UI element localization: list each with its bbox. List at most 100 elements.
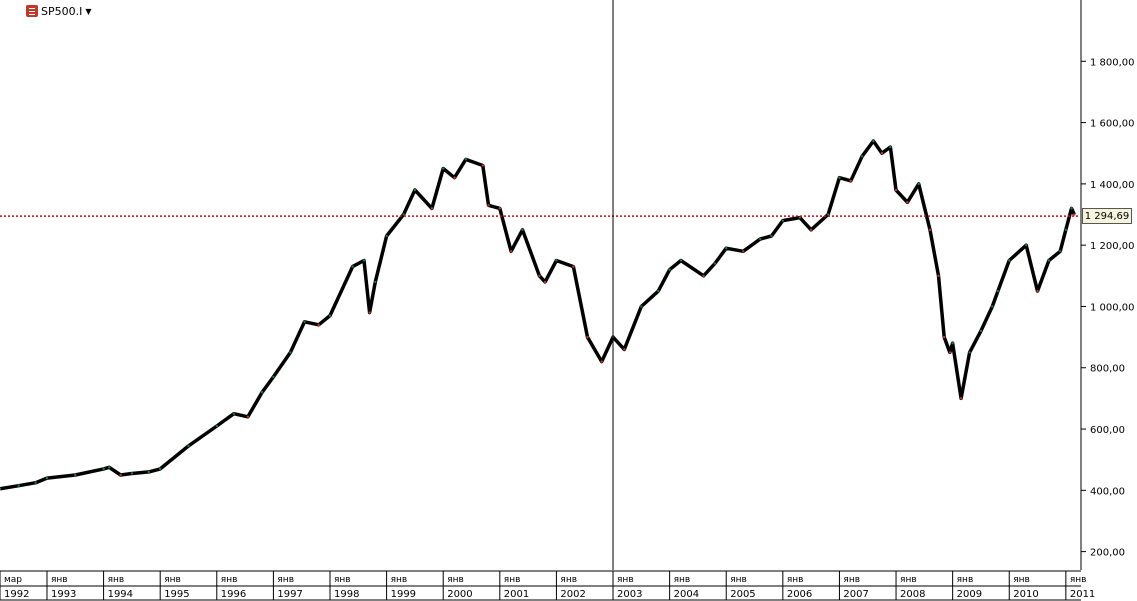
price-point [17,484,20,487]
x-year-label: 1999 [391,589,416,600]
price-point [543,280,547,284]
price-point [215,424,218,428]
y-tick-label: 1 400,00 [1090,180,1135,191]
price-point [586,335,589,339]
x-month-label: янв [787,575,804,585]
price-point [272,375,275,379]
caret-down-icon[interactable]: ▼ [85,6,92,16]
price-point [948,351,952,354]
price-point [713,262,717,265]
price-point [951,342,954,345]
price-point [758,237,762,241]
y-tick-label: 600,00 [1090,425,1125,436]
price-point [34,481,37,484]
price-point [246,415,250,418]
x-year-label: 2011 [1070,589,1095,600]
price-point [232,412,235,415]
symbol-label: SP500.I [41,4,83,18]
x-month-label: янв [221,575,238,585]
x-month-label: мар [4,575,22,585]
y-tick-label: 800,00 [1090,364,1125,375]
instrument-icon [26,5,38,17]
price-point [402,213,405,216]
price-point [781,219,785,222]
price-point [147,470,151,474]
x-month-label: янв [334,575,351,585]
price-point [555,259,558,262]
x-year-label: 1996 [221,589,246,600]
price-point [889,145,892,149]
price-point [187,444,190,448]
price-point [742,250,745,253]
price-point [0,487,2,490]
x-year-label: 1994 [108,589,133,600]
price-point [521,228,524,232]
x-month-label: янв [391,575,408,585]
price-point [1064,228,1068,232]
price-point [453,176,456,179]
x-year-label: 2003 [617,589,642,600]
x-year-label: 2004 [674,589,699,600]
price-point [668,268,671,271]
price-point [413,188,417,192]
price-point [102,467,105,471]
x-year-label: 2010 [1013,589,1038,600]
price-point [600,360,603,363]
price-point [1047,259,1051,262]
price-point [979,329,983,333]
price-point [809,228,813,232]
price-point [487,204,490,207]
price-point [351,265,354,268]
y-tick-label: 200,00 [1090,548,1125,559]
symbol-selector[interactable]: SP500.I ▼ [26,4,92,18]
current-price-label: 1 294,69 [1082,208,1132,224]
price-point [826,213,830,216]
price-point [872,139,875,143]
price-point [959,397,963,400]
price-point [849,179,852,183]
price-point [838,176,841,179]
price-point [1073,213,1076,216]
x-year-label: 1995 [164,589,189,600]
price-point [572,265,575,268]
price-point [679,259,683,262]
price-point [130,472,134,475]
y-tick-label: 1 000,00 [1090,302,1135,313]
price-point [374,280,377,284]
y-tick-label: 1 800,00 [1090,57,1135,68]
x-year-label: 2002 [560,589,585,600]
price-point [894,188,898,192]
x-year-label: 1997 [277,589,302,600]
price-point [442,167,445,170]
price-point [1070,207,1073,210]
price-point [289,351,292,354]
y-tick-label: 1 600,00 [1090,119,1135,130]
x-year-label: 2006 [787,589,812,600]
price-point [509,250,513,253]
price-point [464,158,468,161]
price-point [260,391,264,394]
x-year-label: 2000 [447,589,472,600]
price-point [968,351,971,354]
price-series-line [0,139,1076,491]
price-point [880,152,884,155]
y-tick-label: 1 200,00 [1090,241,1135,252]
x-month-label: янв [447,575,464,585]
price-point [657,289,660,293]
x-year-label: 2007 [843,589,868,600]
price-point [303,320,306,323]
price-point [362,259,366,262]
price-point [917,182,920,186]
x-year-label: 1998 [334,589,359,600]
price-point [725,247,728,250]
price-point [1025,243,1028,247]
x-year-label: 2001 [504,589,529,600]
price-point [1036,289,1039,293]
x-month-label: янв [617,575,634,585]
price-point [317,323,320,327]
price-point [1058,250,1062,253]
x-month-label: янв [1013,575,1030,585]
price-point [906,201,909,204]
x-month-label: янв [108,575,125,585]
